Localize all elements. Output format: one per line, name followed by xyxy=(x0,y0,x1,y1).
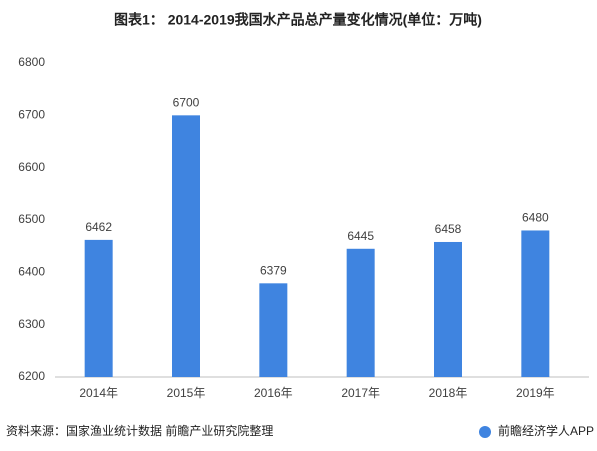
credit: 前瞻经济学人APP xyxy=(498,423,594,438)
bar xyxy=(172,115,200,377)
y-tick-label: 6800 xyxy=(18,55,45,69)
bar xyxy=(434,241,462,377)
data-label: 6445 xyxy=(347,229,374,243)
y-tick-label: 6700 xyxy=(18,108,45,122)
y-tick-label: 6600 xyxy=(18,160,45,174)
app-icon xyxy=(479,426,491,438)
y-tick-label: 6200 xyxy=(18,369,45,383)
bar xyxy=(521,230,550,377)
bar xyxy=(346,248,375,377)
data-label: 6379 xyxy=(260,263,287,277)
y-tick-label: 6400 xyxy=(18,265,45,279)
source-note: 资料来源：国家渔业统计数据 前瞻产业研究院整理 xyxy=(6,423,273,438)
x-tick-label: 2018年 xyxy=(429,386,468,400)
chart-title: 图表1： 2014-2019我国水产品总产量变化情况(单位：万吨) xyxy=(114,12,482,28)
x-tick-label: 2014年 xyxy=(79,386,118,400)
data-label: 6458 xyxy=(435,222,462,236)
bar xyxy=(84,239,113,377)
y-tick-label: 6500 xyxy=(18,212,45,226)
y-tick-label: 6300 xyxy=(18,317,45,331)
x-tick-label: 2017年 xyxy=(341,386,380,400)
x-tick-label: 2019年 xyxy=(516,386,555,400)
data-label: 6462 xyxy=(85,220,112,234)
bar xyxy=(259,283,288,377)
data-label: 6700 xyxy=(173,96,200,110)
x-tick-label: 2015年 xyxy=(167,386,206,400)
x-tick-label: 2016年 xyxy=(254,386,293,400)
data-label: 6480 xyxy=(522,211,549,225)
